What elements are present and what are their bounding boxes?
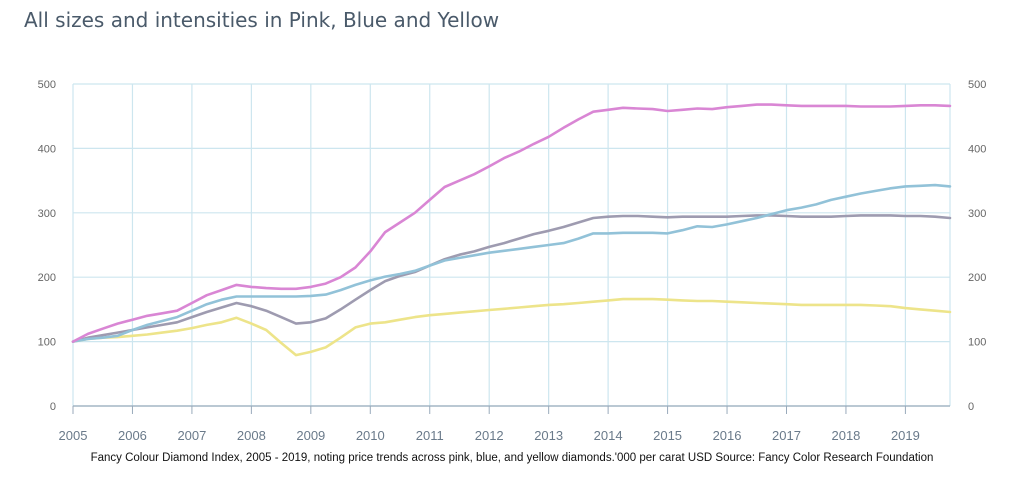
x-tick-label: 2008 [237, 428, 266, 443]
x-tick-label: 2011 [416, 428, 444, 443]
x-tick-label: 2012 [475, 428, 504, 443]
series-line-3 [71, 297, 952, 357]
x-tick-label: 2009 [296, 428, 325, 443]
y-tick-label-right: 100 [968, 337, 986, 349]
x-axis: 2005 2006 2007 2008 2009 2010 2011 2012 2013 2014… [59, 405, 950, 443]
chart-caption: Fancy Colour Diamond Index, 2005 - 2019,… [90, 452, 934, 464]
series-lines [71, 103, 952, 357]
y-tick-label-left: 200 [38, 272, 56, 284]
y-tick-label-left: 100 [38, 337, 56, 349]
y-axis-left: 0 100 200 300 400 500 [38, 79, 56, 413]
y-tick-label-right: 500 [968, 79, 986, 91]
series-line-1 [71, 183, 952, 343]
y-tick-label-right: 300 [968, 208, 986, 220]
x-tick-label: 2017 [772, 428, 801, 443]
y-tick-label-left: 300 [38, 208, 56, 220]
series-line-0 [71, 103, 952, 343]
y-tick-label-left: 500 [38, 79, 56, 91]
x-tick-label: 2005 [59, 428, 88, 443]
x-tick-label: 2018 [831, 428, 860, 443]
y-tick-label-left: 400 [38, 143, 56, 155]
x-tick-label: 2019 [891, 428, 920, 443]
series-line-2 [71, 214, 952, 343]
chart-title: All sizes and intensities in Pink, Blue … [24, 8, 500, 32]
y-tick-label-right: 200 [968, 272, 986, 284]
x-tick-label: 2016 [713, 428, 742, 443]
x-tick-label: 2010 [356, 428, 385, 443]
y-tick-label-right: 400 [968, 143, 986, 155]
grid [72, 83, 951, 407]
y-axis-right: 0 100 200 300 400 500 [968, 79, 986, 413]
x-tick-label: 2013 [534, 428, 563, 443]
y-tick-label-right: 0 [968, 401, 974, 413]
x-tick-label: 2006 [118, 428, 147, 443]
x-tick-label: 2007 [177, 428, 206, 443]
x-tick-label: 2015 [653, 428, 682, 443]
y-tick-label-left: 0 [50, 401, 56, 413]
x-tick-label: 2014 [594, 428, 623, 443]
